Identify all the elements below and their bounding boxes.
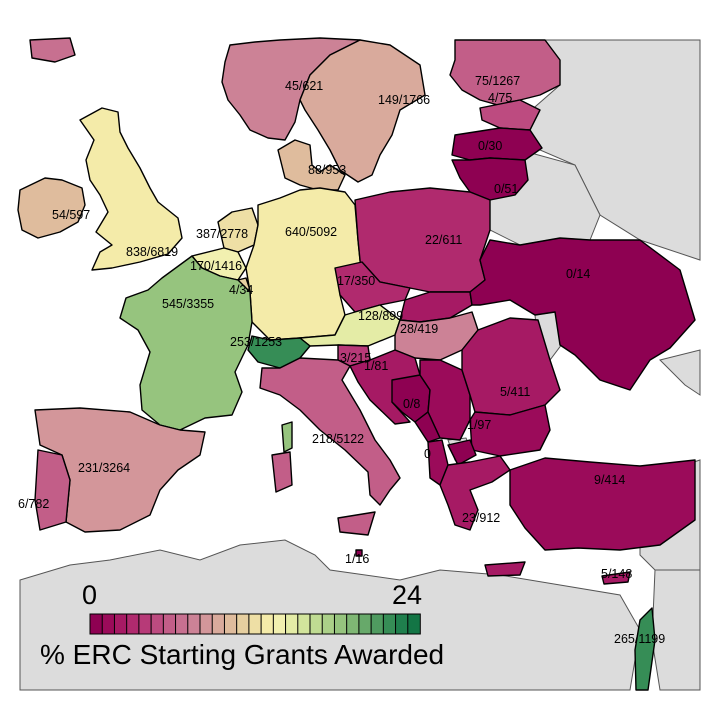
label-france: 545/3355: [162, 297, 214, 311]
colorbar-swatch: [199, 613, 214, 635]
colorbar-min-label: 0: [82, 580, 97, 610]
colorbar-swatch: [321, 613, 336, 635]
neighbor-crimea-coast: [659, 349, 701, 396]
colorbar-swatch: [297, 613, 311, 635]
label-romania: 5/411: [500, 385, 530, 399]
label-netherlands: 387/2778: [196, 227, 248, 241]
country-sardinia[interactable]: [271, 451, 293, 493]
countries: [17, 37, 696, 691]
colorbar-swatch: [309, 613, 324, 635]
country-ukraine[interactable]: [469, 237, 696, 391]
label-belgium: 170/1416: [190, 259, 242, 273]
colorbar-title: % ERC Starting Grants Awarded: [40, 639, 444, 670]
colorbar-swatch: [126, 613, 140, 635]
label-hungary: 28/419: [400, 322, 438, 336]
label-bosnia: 0/8: [403, 397, 420, 411]
label-lithuania: 0/51: [494, 182, 518, 196]
country-ireland[interactable]: [17, 177, 86, 239]
country-israel[interactable]: [634, 607, 656, 691]
label-cyprus: 5/148: [601, 567, 632, 581]
neighbor-levant: [651, 569, 701, 691]
country-uk[interactable]: [79, 107, 183, 271]
colorbar: 0 24 % ERC Starting Grants Awarded: [40, 580, 444, 670]
country-sicily[interactable]: [337, 511, 376, 536]
colorbar-swatch: [223, 613, 238, 635]
colorbar-swatch: [187, 613, 201, 635]
label-austria: 128/899: [358, 309, 403, 323]
label-turkey: 9/414: [594, 473, 625, 487]
colorbar-swatch: [260, 613, 275, 635]
colorbar-swatches: [89, 613, 421, 635]
label-macedonia: 0: [424, 447, 431, 461]
country-denmark[interactable]: [277, 139, 346, 191]
label-spain: 231/3264: [78, 461, 130, 475]
colorbar-swatch: [113, 613, 128, 635]
colorbar-swatch: [407, 613, 421, 635]
colorbar-swatch: [346, 613, 360, 635]
colorbar-swatch: [395, 613, 409, 635]
country-macedonia[interactable]: [447, 439, 477, 466]
colorbar-swatch: [236, 613, 250, 635]
country-norway[interactable]: [221, 37, 361, 141]
label-denmark: 88/953: [308, 163, 346, 177]
colorbar-swatch: [150, 613, 165, 635]
country-portugal[interactable]: [34, 449, 71, 531]
colorbar-swatch: [89, 613, 104, 635]
colorbar-swatch: [138, 613, 152, 635]
label-italy: 218/5122: [312, 432, 364, 446]
label-ireland: 54/597: [52, 208, 90, 222]
label-ukraine: 0/14: [566, 267, 590, 281]
country-iceland[interactable]: [29, 37, 76, 63]
label-malta: 1/16: [345, 552, 369, 566]
colorbar-swatch: [211, 613, 226, 635]
label-switzerland: 253/1253: [230, 335, 282, 349]
country-bulgaria[interactable]: [469, 404, 551, 457]
label-portugal: 6/782: [18, 497, 49, 511]
country-lithuania[interactable]: [451, 157, 529, 201]
country-cyprus[interactable]: [601, 571, 631, 585]
label-germany: 640/5092: [285, 225, 337, 239]
colorbar-swatch: [285, 613, 299, 635]
label-uk: 838/6819: [126, 245, 178, 259]
label-croatia: 1/81: [364, 359, 388, 373]
label-israel: 265/1199: [614, 632, 665, 646]
colorbar-swatch: [358, 613, 372, 635]
colorbar-swatch: [175, 613, 189, 635]
country-crete[interactable]: [484, 561, 526, 577]
country-labels: 45/621 149/1766 75/1267 4/75 0/30 0/51 8…: [18, 74, 665, 646]
country-romania[interactable]: [461, 317, 561, 416]
label-finland: 75/1267: [475, 74, 520, 88]
country-france[interactable]: [119, 255, 253, 431]
country-turkey[interactable]: [509, 457, 696, 551]
label-sweden: 149/1766: [378, 93, 430, 107]
country-montenegro[interactable]: [414, 411, 441, 443]
country-corsica[interactable]: [281, 421, 293, 453]
colorbar-swatch: [101, 613, 116, 635]
country-italy[interactable]: [259, 357, 401, 506]
colorbar-swatch: [370, 613, 385, 635]
colorbar-swatch: [333, 613, 348, 635]
label-greece: 23/912: [462, 511, 500, 525]
label-luxembourg: 4/34: [229, 283, 253, 297]
label-latvia: 0/30: [478, 139, 502, 153]
label-poland: 22/611: [425, 233, 462, 247]
label-serbia: 1/97: [467, 418, 491, 432]
country-sweden[interactable]: [299, 39, 426, 183]
label-czechia: 17/350: [337, 274, 375, 288]
label-slovenia: 3/215: [340, 351, 371, 365]
colorbar-swatch: [382, 613, 397, 635]
colorbar-max-label: 24: [392, 580, 422, 610]
label-estonia: 4/75: [488, 91, 512, 105]
colorbar-swatch: [272, 613, 287, 635]
colorbar-swatch: [162, 613, 177, 635]
country-greece[interactable]: [439, 455, 511, 531]
label-norway: 45/621: [285, 79, 323, 93]
country-malta[interactable]: [355, 549, 363, 557]
colorbar-swatch: [248, 613, 262, 635]
country-serbia[interactable]: [419, 359, 471, 441]
